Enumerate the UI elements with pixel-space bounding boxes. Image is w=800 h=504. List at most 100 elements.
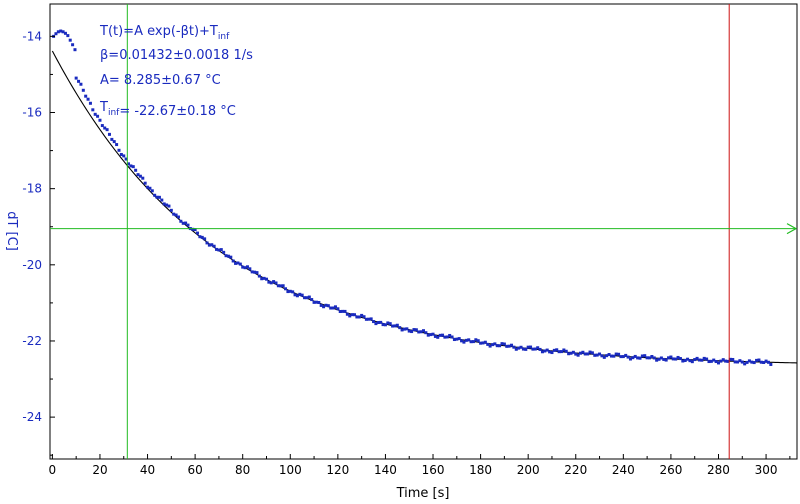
data-point	[124, 157, 128, 161]
data-point	[160, 198, 164, 202]
data-point	[750, 360, 754, 364]
data-point	[217, 248, 221, 252]
data-point	[700, 358, 704, 362]
data-point	[310, 298, 314, 302]
data-point	[269, 281, 273, 285]
data-point	[219, 248, 223, 252]
data-point	[341, 309, 345, 313]
data-point	[624, 353, 628, 357]
data-point	[709, 359, 713, 363]
data-point	[345, 312, 349, 316]
data-point	[362, 315, 366, 319]
data-point	[212, 244, 216, 248]
data-point	[298, 292, 302, 296]
data-point	[422, 329, 425, 333]
data-point	[645, 356, 649, 360]
data-point	[652, 356, 656, 360]
data-point	[621, 355, 625, 359]
data-point	[314, 300, 318, 304]
data-point	[429, 333, 433, 337]
data-point	[167, 204, 171, 208]
y-tick-label: -22	[22, 334, 42, 348]
data-point	[600, 354, 604, 358]
x-tick-label: 200	[517, 463, 540, 477]
data-point	[207, 243, 211, 247]
data-point	[588, 350, 592, 354]
data-point	[614, 352, 618, 356]
data-point	[705, 357, 709, 361]
data-point	[350, 313, 354, 317]
data-point	[210, 243, 214, 247]
data-point	[407, 329, 411, 333]
data-point	[119, 152, 123, 156]
data-point	[248, 267, 252, 271]
annotation-beta: β=0.01432±0.0018 1/s	[100, 48, 253, 63]
y-axis: -14 -16 -18 -20 -22 -24	[22, 29, 55, 456]
data-point	[215, 247, 219, 251]
data-point	[79, 82, 83, 86]
data-point	[196, 231, 199, 235]
data-point	[686, 357, 690, 361]
annotation-tinf: Tinf= -22.67±0.18 °C	[99, 100, 236, 119]
data-point	[617, 352, 621, 356]
data-point	[107, 132, 111, 136]
x-tick-label: 300	[755, 463, 778, 477]
data-point	[84, 94, 88, 98]
data-point	[150, 189, 154, 193]
data-point	[148, 186, 152, 190]
data-point	[752, 361, 756, 365]
data-point	[438, 333, 442, 337]
data-point	[762, 361, 766, 364]
data-point	[331, 306, 335, 310]
data-point	[669, 355, 673, 359]
data-point	[481, 341, 485, 345]
data-point	[398, 326, 402, 330]
x-tick-label: 60	[187, 463, 202, 477]
data-point	[257, 274, 261, 278]
data-point	[291, 290, 295, 294]
data-point	[229, 255, 233, 259]
data-point	[200, 235, 204, 239]
data-point	[360, 313, 364, 317]
data-point	[165, 203, 169, 207]
data-point	[743, 362, 747, 366]
data-point	[81, 88, 85, 92]
x-tick-label: 0	[49, 463, 57, 477]
data-point	[203, 237, 207, 241]
annotation-text: T	[99, 100, 108, 115]
data-point	[536, 346, 540, 350]
data-point	[747, 359, 751, 363]
data-point	[357, 315, 361, 319]
data-point	[98, 118, 102, 122]
data-point	[650, 355, 654, 358]
data-point	[726, 359, 730, 363]
data-point	[100, 124, 104, 128]
data-point	[205, 241, 209, 245]
data-point	[564, 349, 568, 353]
data-point	[755, 358, 759, 362]
data-point	[583, 352, 587, 356]
data-point	[619, 355, 623, 359]
data-point	[555, 348, 559, 352]
data-point	[364, 317, 368, 321]
data-point	[324, 303, 328, 307]
data-point	[395, 323, 399, 327]
data-point	[598, 352, 602, 356]
x-tick-label: 80	[235, 463, 250, 477]
data-point	[193, 228, 197, 232]
data-point	[374, 322, 378, 326]
data-point	[676, 355, 680, 359]
data-point	[110, 137, 114, 141]
data-point	[146, 185, 150, 189]
data-point	[56, 30, 60, 34]
data-point	[469, 340, 473, 344]
data-point	[493, 342, 497, 346]
data-point	[445, 335, 449, 339]
data-point	[452, 338, 456, 342]
data-point	[222, 250, 226, 254]
x-axis-label: Time [s]	[396, 486, 450, 501]
data-point	[143, 181, 147, 185]
data-point	[557, 350, 561, 354]
